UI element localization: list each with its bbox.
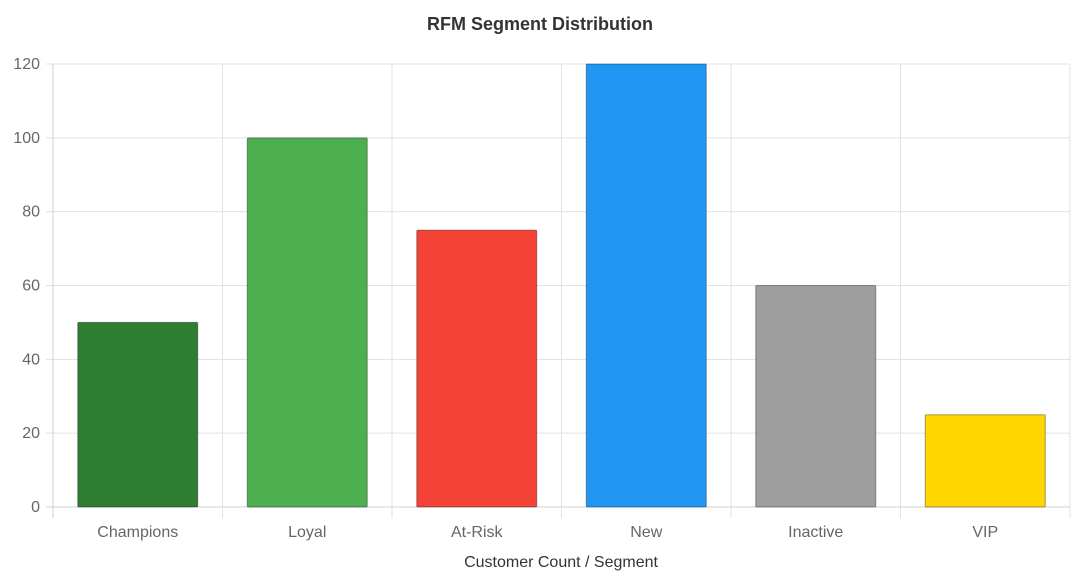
x-tick-label: Inactive — [788, 524, 843, 541]
y-tick-label: 0 — [31, 499, 40, 516]
chart-title: RFM Segment Distribution — [427, 14, 653, 34]
bars-group — [77, 63, 1046, 508]
x-tick-label: VIP — [972, 524, 998, 541]
x-axis-ticks: Champions Loyal At-Risk New Inactive VIP — [97, 524, 998, 541]
y-axis-ticks: 0 20 40 60 80 100 120 — [13, 56, 40, 516]
y-tick-label: 40 — [22, 351, 40, 368]
y-tick-label: 20 — [22, 425, 40, 442]
grid-lines — [46, 63, 1071, 518]
y-tick-label: 60 — [22, 278, 40, 295]
bar-new[interactable] — [585, 63, 707, 508]
bar-loyal[interactable] — [246, 137, 368, 508]
x-tick-label: Loyal — [288, 524, 326, 541]
x-tick-label: At-Risk — [451, 524, 504, 541]
bar-at-risk[interactable] — [416, 229, 538, 508]
x-tick-label: Champions — [97, 524, 178, 541]
y-tick-label: 80 — [22, 204, 40, 221]
bar-champions[interactable] — [77, 321, 199, 508]
bar-inactive[interactable] — [755, 285, 877, 508]
y-tick-label: 120 — [13, 56, 40, 73]
bar-vip[interactable] — [924, 414, 1046, 508]
y-tick-label: 100 — [13, 130, 40, 147]
x-tick-label: New — [630, 524, 662, 541]
x-axis-title: Customer Count / Segment — [464, 554, 658, 571]
